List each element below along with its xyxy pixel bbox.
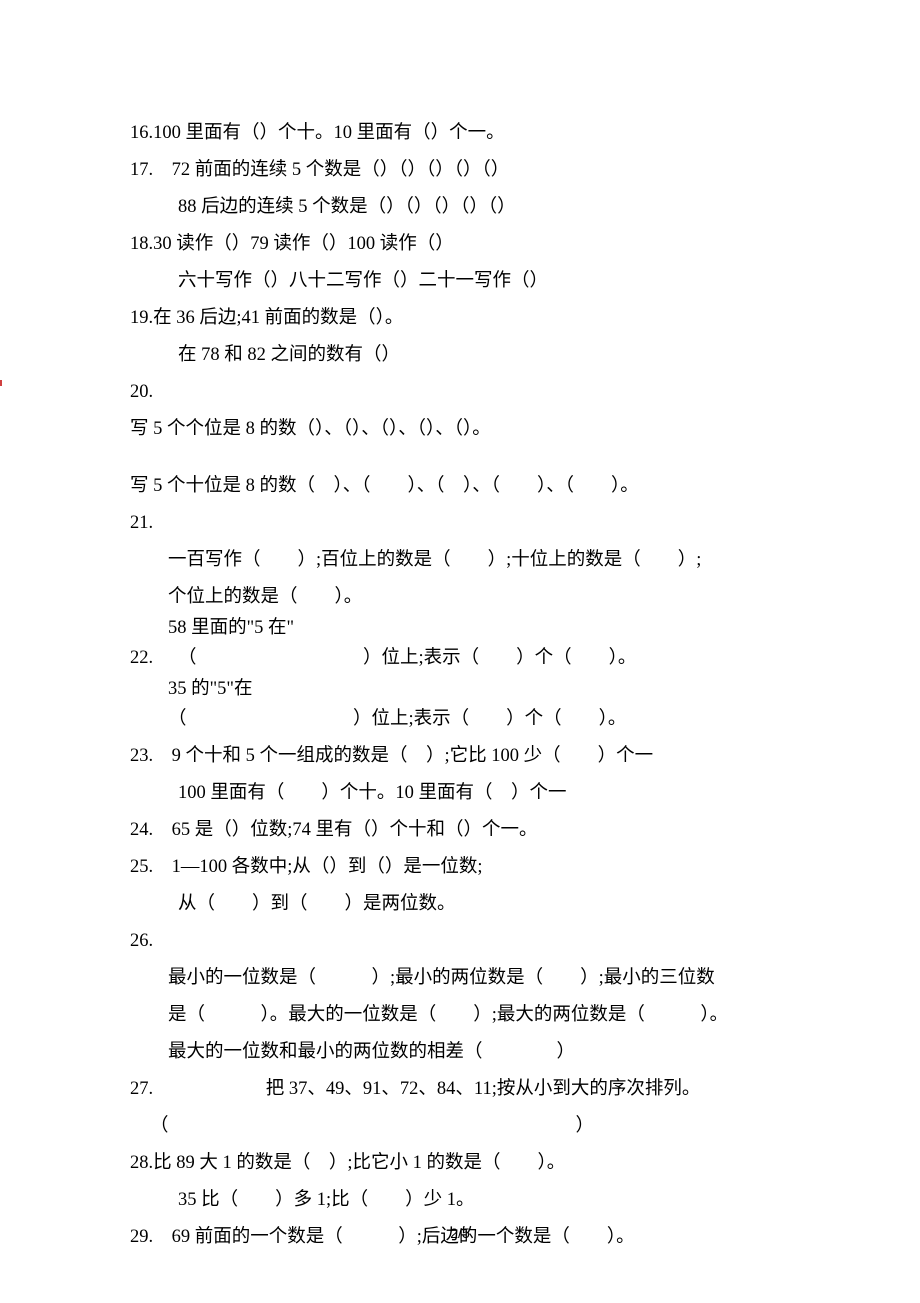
question-21-num: 21. [130,505,790,542]
question-26-line2: 是（ ）。最大的一位数是（ ）;最大的两位数是（ ）。 [130,997,790,1034]
question-19-line2: 在 78 和 82 之间的数有（） [130,337,790,374]
question-23-line1: 23. 9 个十和 5 个一组成的数是（ ）;它比 100 少（ ）个一 [130,738,790,775]
question-22-line2: （ ）位上;表示（ ）个（ ）。 [130,701,790,738]
blank-gap [130,448,790,468]
question-27-num: 27. [130,1079,153,1099]
question-22-line1: （ ）位上;表示（ ）个（ ）。 [178,640,790,677]
question-26-line1: 最小的一位数是（ ）;最小的两位数是（ ）;最小的三位数 [130,960,790,997]
question-28-line1: 28.比 89 大 1 的数是（ ）;比它小 1 的数是（ ）。 [130,1145,790,1182]
question-22-num: 22. [130,640,178,677]
question-19-line1: 19.在 36 后边;41 前面的数是（）。 [130,300,790,337]
question-26-num: 26. [130,923,790,960]
question-24: 24. 65 是（）位数;74 里有（）个十和（）个一。 [130,812,790,849]
question-23-line2: 100 里面有（ ）个十。10 里面有（ ）个一 [130,775,790,812]
question-22-prefix2: 35 的"5"在 [130,677,790,701]
question-21-line2: 个位上的数是（ ）。 [130,579,790,616]
question-22-row1: 22. （ ）位上;表示（ ）个（ ）。 [130,640,790,677]
question-25-line1: 25. 1—100 各数中;从（）到（）是一位数; [130,849,790,886]
question-27-line1: 27. 把 37、49、91、72、84、11;按从小到大的序次排列。 [130,1071,790,1108]
page-number: 2/5 [0,1225,920,1241]
question-22-prefix1: 58 里面的"5 在" [130,616,790,640]
question-17-line1: 17. 72 前面的连续 5 个数是（）（）（）（）（） [130,152,790,189]
question-16: 16.100 里面有（）个十。10 里面有（）个一。 [130,115,790,152]
question-18-line2: 六十写作（）八十二写作（）二十一写作（） [130,263,790,300]
question-20-num: 20. [130,374,790,411]
question-18-line1: 18.30 读作（）79 读作（）100 读作（） [130,226,790,263]
question-27-blank: （ ） [130,1108,790,1145]
question-25-line2: 从（ ）到（ ）是两位数。 [130,886,790,923]
page-edge-mark [0,380,2,386]
question-28-line2: 35 比（ ）多 1;比（ ）少 1。 [130,1182,790,1219]
question-21-line1: 一百写作（ ）;百位上的数是（ ）;十位上的数是（ ）; [130,542,790,579]
question-20-line2: 写 5 个十位是 8 的数（ ）、（ ）、（ ）、（ ）、（ ）。 [130,468,790,505]
question-26-line3: 最大的一位数和最小的两位数的相差（ ） [130,1034,790,1071]
question-20-line1: 写 5 个个位是 8 的数（）、（）、（）、（）、（）。 [130,411,790,448]
question-27-text: 把 37、49、91、72、84、11;按从小到大的序次排列。 [158,1079,701,1099]
question-17-line2: 88 后边的连续 5 个数是（）（）（）（）（） [130,189,790,226]
document-page: 16.100 里面有（）个十。10 里面有（）个一。 17. 72 前面的连续 … [0,0,920,1296]
